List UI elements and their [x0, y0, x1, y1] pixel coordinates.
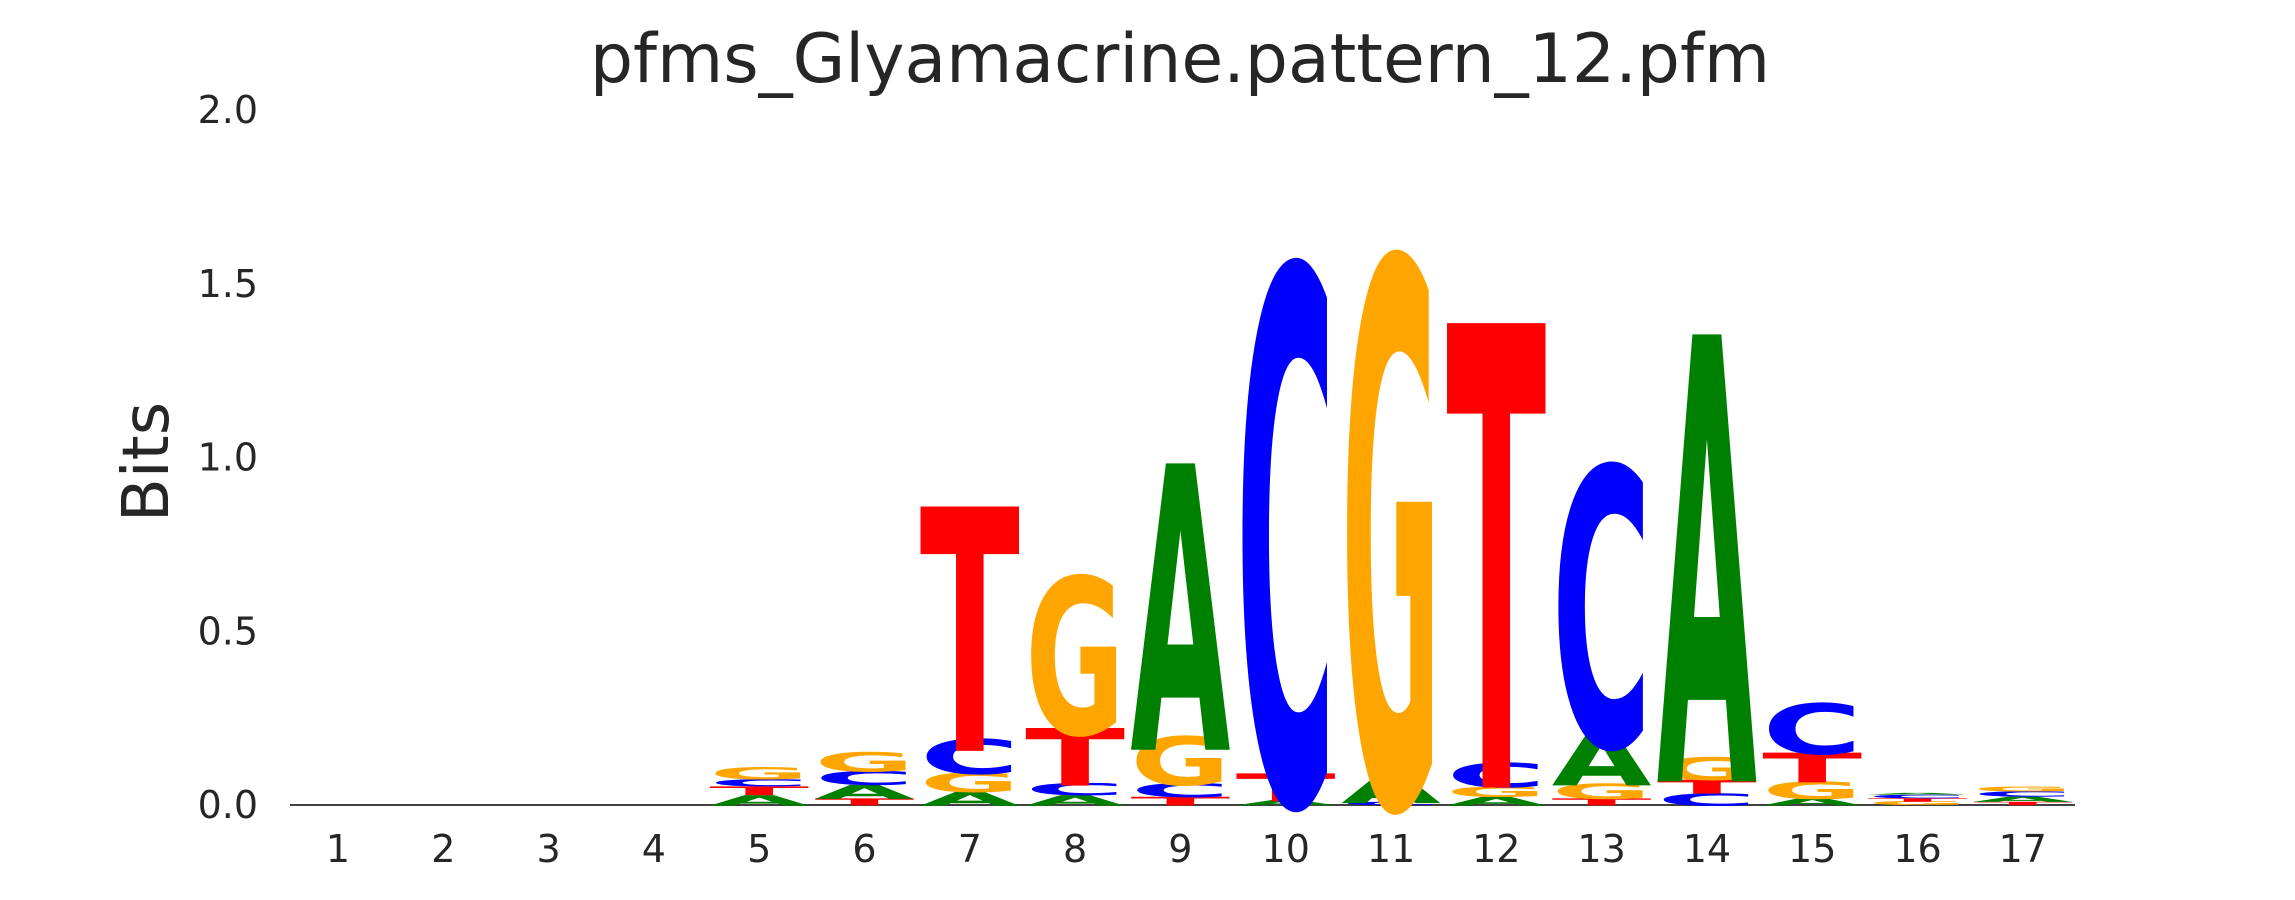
y-tick-label: 1.0	[198, 436, 258, 480]
logo-letter-c: C	[1236, 123, 1336, 900]
y-axis-ticks: 0.0 0.5 1.0 1.5 2.0	[198, 88, 258, 827]
x-tick-label: 1	[326, 827, 350, 871]
y-tick-label: 0.5	[198, 609, 258, 653]
svg-text:C: C	[1552, 390, 1652, 836]
svg-text:C: C	[1236, 123, 1336, 900]
x-tick-label: 16	[1893, 827, 1941, 871]
svg-text:G: G	[1341, 112, 1441, 900]
x-tick-label: 3	[537, 827, 561, 871]
svg-text:T: T	[1446, 198, 1547, 900]
logo-letter-g: G	[815, 747, 915, 778]
svg-text:G: G	[1025, 534, 1125, 785]
x-tick-label: 4	[642, 827, 666, 871]
logo-letter-a: A	[1868, 792, 1968, 795]
y-tick-label: 0.0	[198, 783, 258, 827]
x-tick-label: 8	[1063, 827, 1087, 871]
chart-title: pfms_Glyamacrine.pattern_12.pfm	[590, 20, 1770, 99]
logo-letter-c: C	[1552, 390, 1652, 836]
logo-letter-c: C	[1762, 690, 1862, 771]
svg-text:A: A	[1868, 792, 1968, 795]
svg-text:G: G	[815, 747, 915, 778]
logo-letter-g: G	[709, 764, 809, 784]
x-tick-label: 7	[958, 827, 982, 871]
svg-text:A: A	[1657, 213, 1758, 900]
y-axis-label: Bits	[110, 402, 184, 522]
logo-letter-g: G	[1025, 534, 1125, 785]
svg-text:G: G	[709, 764, 809, 784]
y-tick-label: 1.5	[198, 262, 258, 306]
x-tick-label: 6	[852, 827, 876, 871]
svg-text:A: A	[1130, 386, 1231, 843]
svg-text:T: T	[920, 441, 1021, 831]
x-tick-label: 15	[1788, 827, 1836, 871]
logo-letter-t: T	[920, 441, 1021, 831]
logo-letter-a: A	[1130, 386, 1231, 843]
svg-text:C: C	[1762, 690, 1862, 771]
logo-letter-g: G	[1973, 785, 2073, 793]
x-tick-label: 17	[1999, 827, 2047, 871]
logo-letter-a: A	[1657, 213, 1758, 900]
svg-text:G: G	[1973, 785, 2073, 793]
y-tick-label: 2.0	[198, 88, 258, 132]
logo-letter-t: T	[1446, 198, 1547, 900]
x-tick-label: 5	[747, 827, 771, 871]
logo-letter-g: G	[1341, 112, 1441, 900]
x-tick-label: 2	[431, 827, 455, 871]
logo-stacks: ATCGTACGAGCT ACTGTCGA ATC CAG AGCT TGAC CTGA AG…	[709, 112, 2073, 900]
